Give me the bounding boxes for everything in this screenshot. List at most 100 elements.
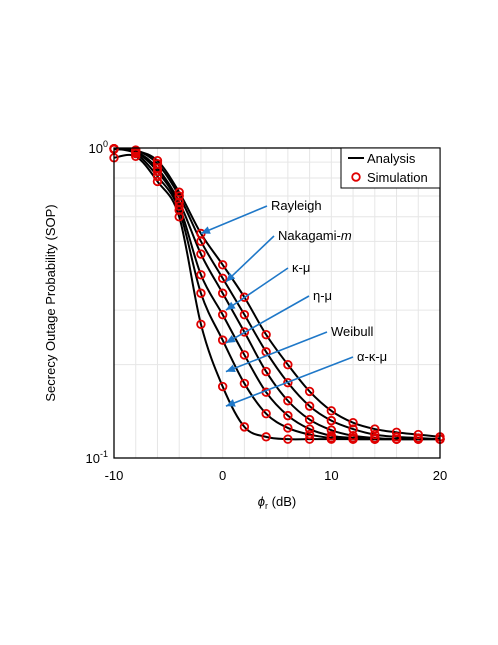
annotation-italic: m (341, 228, 352, 243)
annotation-arrowhead (200, 226, 211, 234)
simulation-point (174, 187, 184, 197)
annotation-arrow (225, 267, 289, 311)
x-axis-subscript: r (265, 501, 268, 511)
simulation-point (239, 422, 250, 432)
simulation-point (196, 270, 206, 280)
annotation-label: Weibull (331, 324, 374, 339)
simulation-point (217, 288, 228, 298)
simulation-point (217, 335, 228, 345)
simulation-point (217, 273, 228, 283)
annotation-arrow (225, 295, 310, 344)
x-axis-label: ϕr (dB) (258, 494, 296, 511)
simulation-point (217, 260, 228, 270)
y-tick-exponent: -1 (100, 449, 108, 459)
legend: Analysis Simulation (340, 147, 441, 189)
simulation-point (326, 415, 337, 426)
legend-simulation-marker (351, 172, 361, 182)
simulation-point (239, 350, 250, 360)
annotation-arrow (225, 331, 328, 373)
simulation-point (304, 401, 315, 411)
simulation-point (304, 434, 315, 444)
simulation-point (413, 429, 423, 440)
simulation-point (217, 381, 228, 392)
y-tick-label: 10-1 (86, 449, 108, 466)
simulation-point (283, 410, 293, 421)
simulation-point (174, 201, 184, 211)
simulation-point (370, 434, 380, 444)
annotation-label: Rayleigh (271, 198, 322, 213)
annotation-label: α-κ-μ (357, 349, 387, 364)
y-tick-base: 10 (89, 141, 103, 156)
simulation-point (196, 288, 206, 298)
x-axis-symbol: ϕ (258, 494, 265, 509)
simulation-point (326, 434, 337, 444)
simulation-point (174, 205, 184, 215)
grid-layer (113, 147, 441, 459)
annotation-arrowhead (225, 364, 236, 373)
simulation-point (304, 386, 315, 397)
simulation-point (261, 329, 271, 340)
simulation-point (152, 166, 163, 177)
simulation-point (283, 434, 293, 444)
analysis-curve (113, 153, 440, 441)
analysis-curves (113, 147, 441, 441)
simulation-point (239, 327, 250, 337)
y-tick-base: 10 (86, 451, 100, 466)
annotation-arrowhead (225, 335, 236, 343)
annotation-arrow (225, 235, 275, 283)
annotation-arrowhead (225, 272, 236, 282)
simulation-point (304, 414, 315, 425)
simulation-point (239, 309, 250, 320)
simulation-point (239, 378, 250, 389)
x-axis-unit: (dB) (268, 494, 296, 509)
simulation-point (348, 424, 358, 434)
y-axis-label: Secrecy Outage Probability (SOP) (43, 204, 58, 401)
simulation-point (391, 434, 402, 444)
annotations: Rayleigh Nakagami-m κ-μη-μ Weibull α-κ-μ (200, 198, 387, 407)
simulation-point (217, 309, 228, 320)
analysis-curve (113, 148, 441, 438)
simulation-markers (109, 143, 445, 444)
simulation-point (326, 406, 337, 416)
annotation-arrow (200, 205, 268, 235)
simulation-point (131, 148, 141, 159)
simulation-point (413, 434, 423, 444)
x-tick-label: 10 (324, 468, 338, 483)
simulation-point (152, 171, 163, 182)
simulation-point (348, 417, 358, 428)
annotation-label: Nakagami-m (278, 228, 352, 243)
y-tick-exponent: 0 (103, 139, 108, 149)
analysis-curve (113, 147, 441, 441)
simulation-point (370, 429, 380, 440)
plot-frame (113, 147, 441, 459)
x-tick-label: 20 (433, 468, 447, 483)
simulation-point (152, 176, 163, 187)
annotation-arrowhead (225, 399, 236, 407)
simulation-point (196, 249, 206, 259)
annotation-arrowhead (225, 301, 236, 311)
simulation-point (370, 424, 380, 434)
simulation-point (196, 319, 206, 329)
annotation-label: κ-μ (292, 260, 310, 275)
simulation-point (239, 292, 250, 302)
simulation-point (196, 236, 206, 247)
y-tick-label: 100 (89, 139, 108, 156)
simulation-point (304, 429, 315, 440)
analysis-curve (113, 147, 440, 441)
simulation-point (261, 366, 271, 377)
annotation-arrow (225, 356, 354, 407)
simulation-point (261, 408, 271, 419)
analysis-curve (113, 147, 440, 441)
simulation-point (261, 432, 271, 442)
simulation-point (283, 377, 293, 388)
simulation-point (283, 423, 293, 433)
legend-simulation-label: Simulation (367, 170, 428, 185)
x-tick-label: -10 (105, 468, 124, 483)
x-tick-label: 0 (219, 468, 226, 483)
legend-analysis-label: Analysis (367, 151, 416, 166)
annotation-label: η-μ (313, 288, 332, 303)
simulation-point (174, 191, 184, 201)
simulation-point (131, 151, 141, 162)
